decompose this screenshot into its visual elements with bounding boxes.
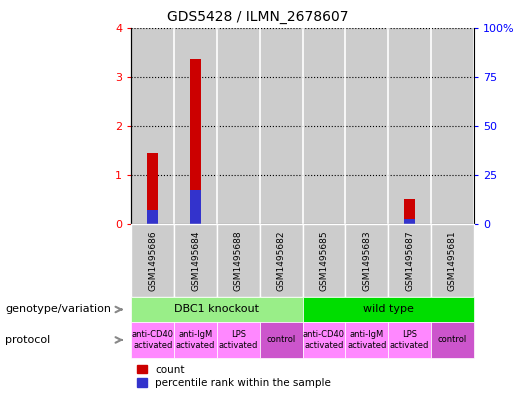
Text: anti-CD40
activated: anti-CD40 activated — [132, 330, 174, 350]
Text: GSM1495685: GSM1495685 — [319, 230, 329, 291]
Bar — [190, 189, 201, 224]
Bar — [147, 210, 158, 224]
Bar — [190, 59, 201, 224]
Bar — [131, 28, 174, 224]
Bar — [147, 153, 158, 224]
Text: GSM1495681: GSM1495681 — [448, 230, 457, 291]
Bar — [388, 28, 431, 224]
Text: GSM1495684: GSM1495684 — [191, 230, 200, 290]
Text: GSM1495683: GSM1495683 — [362, 230, 371, 291]
Text: anti-IgM
activated: anti-IgM activated — [176, 330, 215, 350]
Text: GSM1495686: GSM1495686 — [148, 230, 157, 291]
Text: GDS5428 / ILMN_2678607: GDS5428 / ILMN_2678607 — [167, 10, 348, 24]
Text: GSM1495688: GSM1495688 — [234, 230, 243, 291]
Text: control: control — [267, 336, 296, 344]
Legend: count, percentile rank within the sample: count, percentile rank within the sample — [136, 365, 331, 388]
Bar — [260, 28, 302, 224]
Bar — [404, 219, 415, 224]
Bar — [303, 28, 346, 224]
Bar — [346, 28, 388, 224]
Text: GSM1495682: GSM1495682 — [277, 230, 286, 290]
Bar — [404, 199, 415, 224]
Text: LPS
activated: LPS activated — [390, 330, 430, 350]
Text: control: control — [438, 336, 467, 344]
Bar — [174, 28, 217, 224]
Bar — [217, 28, 260, 224]
Text: anti-IgM
activated: anti-IgM activated — [347, 330, 386, 350]
Text: genotype/variation: genotype/variation — [5, 305, 111, 314]
Text: anti-CD40
activated: anti-CD40 activated — [303, 330, 345, 350]
Text: DBC1 knockout: DBC1 knockout — [175, 305, 260, 314]
Text: LPS
activated: LPS activated — [219, 330, 258, 350]
Text: protocol: protocol — [5, 335, 50, 345]
Text: wild type: wild type — [363, 305, 414, 314]
Text: GSM1495687: GSM1495687 — [405, 230, 414, 291]
Bar — [431, 28, 474, 224]
